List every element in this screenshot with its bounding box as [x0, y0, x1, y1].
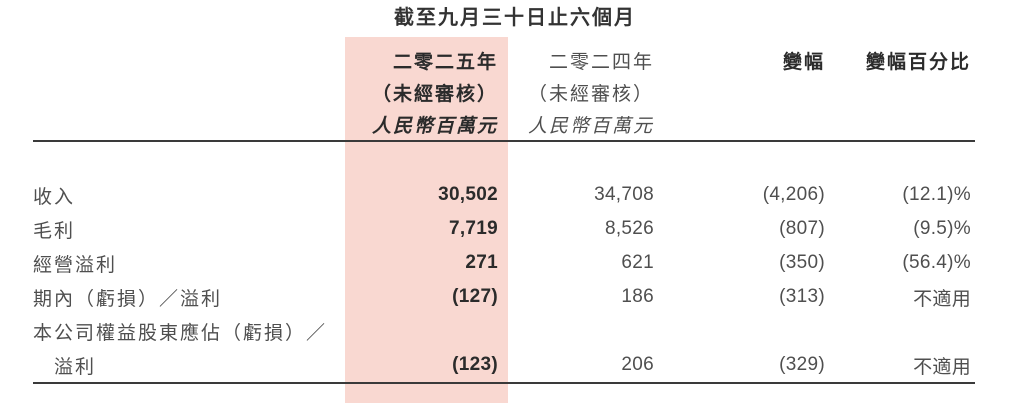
table-row-gross-profit: 毛利 7,719 8,526 (807) (9.5)%: [33, 212, 975, 246]
value-change: (313): [779, 286, 825, 307]
value-change: (4,206): [762, 184, 825, 205]
col-header-2025-unaudited: （未經審核）: [371, 83, 498, 105]
table-header: 二零二五年 二零二四年 變幅 變幅百分比 （未經審核） （未經審核） 人民幣百萬…: [33, 44, 975, 142]
value-change: (329): [779, 354, 825, 375]
col-header-2024-unaudited: （未經審核）: [527, 83, 654, 105]
table-row-period-loss-profit: 期內（虧損）／溢利 (127) 186 (313) 不適用: [33, 280, 975, 314]
financial-table: 二零二五年 二零二四年 變幅 變幅百分比 （未經審核） （未經審核） 人民幣百萬…: [33, 44, 975, 384]
value-2024: 206: [621, 354, 654, 375]
value-change: (350): [779, 252, 825, 273]
value-change-pct: (56.4)%: [902, 252, 971, 273]
value-2024: 8,526: [604, 218, 654, 239]
header-unit-row: 人民幣百萬元 人民幣百萬元: [33, 108, 975, 140]
value-2024: 186: [621, 286, 654, 307]
col-header-change-pct: 變幅百分比: [865, 51, 971, 73]
col-header-2025-year: 二零二五年: [392, 51, 498, 73]
col-header-2024-year: 二零二四年: [548, 51, 654, 73]
row-label: 溢利: [54, 356, 97, 378]
highlight-2025-column-band: [345, 37, 508, 403]
value-2025: 7,719: [448, 218, 498, 239]
row-label: 毛利: [33, 220, 76, 242]
row-label: 收入: [33, 186, 76, 208]
header-audit-row: （未經審核） （未經審核）: [33, 76, 975, 108]
col-header-2025-unit: 人民幣百萬元: [371, 115, 498, 137]
value-change-pct: 不適用: [913, 288, 971, 310]
row-label: 經營溢利: [33, 254, 118, 276]
value-change-pct: (9.5)%: [913, 218, 971, 239]
table-row-attributable-label-line: 本公司權益股東應佔（虧損）／: [33, 314, 975, 348]
value-change-pct: (12.1)%: [902, 184, 971, 205]
row-label: 期內（虧損）／溢利: [33, 288, 223, 310]
col-header-change: 變幅: [782, 51, 825, 73]
value-2024: 34,708: [594, 184, 654, 205]
table-row-attributable-profit: 溢利 (123) 206 (329) 不適用: [33, 348, 975, 382]
header-year-row: 二零二五年 二零二四年 變幅 變幅百分比: [33, 44, 975, 76]
header-body-gap: [33, 142, 975, 178]
value-2025: 271: [465, 252, 498, 273]
value-change: (807): [779, 218, 825, 239]
table-body: 收入 30,502 34,708 (4,206) (12.1)% 毛利 7,71…: [33, 178, 975, 384]
value-2024: 621: [621, 252, 654, 273]
value-2025: (127): [452, 286, 498, 307]
table-row-revenue: 收入 30,502 34,708 (4,206) (12.1)%: [33, 178, 975, 212]
value-2025: (123): [452, 354, 498, 375]
col-header-2024-unit: 人民幣百萬元: [527, 115, 654, 137]
table-title: 截至九月三十日止六個月: [394, 7, 636, 29]
table-row-operating-profit: 經營溢利 271 621 (350) (56.4)%: [33, 246, 975, 280]
row-label: 本公司權益股東應佔（虧損）／: [33, 322, 328, 344]
value-2025: 30,502: [438, 184, 498, 205]
value-change-pct: 不適用: [913, 356, 971, 378]
